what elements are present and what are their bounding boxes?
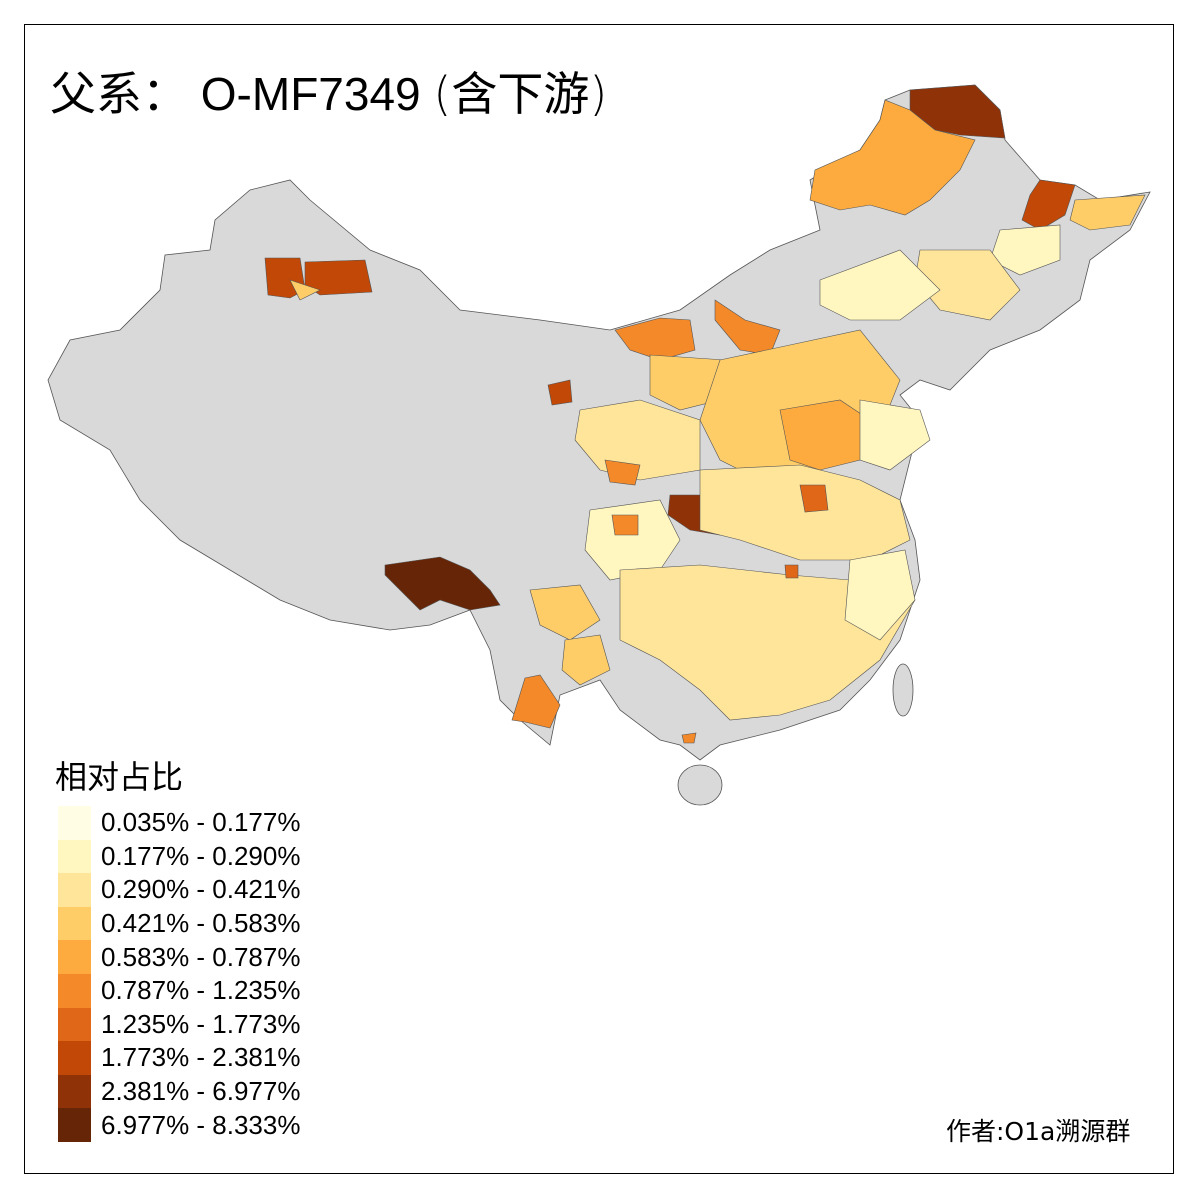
legend-label: 0.290% - 0.421% (101, 874, 301, 905)
legend-item: 0.290% - 0.421% (58, 873, 300, 907)
legend-swatch (58, 839, 91, 874)
region-hulunbuir (809, 99, 976, 216)
legend-label: 0.035% - 0.177% (101, 807, 301, 838)
region-gannan (604, 459, 641, 486)
legend-swatch (58, 940, 91, 974)
region-south-china (619, 559, 916, 721)
region-shandong (859, 399, 931, 471)
legend-label: 2.381% - 6.977% (101, 1076, 301, 1107)
region-karamay (289, 279, 321, 301)
legend-swatch (58, 873, 91, 907)
legend-label: 0.421% - 0.583% (101, 908, 301, 939)
title-haplogroup: O-MF7349 (200, 68, 421, 120)
taiwan-region (892, 663, 914, 717)
legend-label: 1.235% - 1.773% (101, 1008, 301, 1039)
legend-item: 2.381% - 6.977% (58, 1074, 301, 1109)
region-guangxi-spot (681, 732, 697, 744)
legend-swatch (58, 1108, 91, 1142)
region-east-heilongjiang (1069, 194, 1146, 231)
region-alxa (614, 317, 696, 361)
legend-label: 1.773% - 2.381% (101, 1042, 301, 1073)
legend-item: 6.977% - 8.333% (58, 1108, 300, 1142)
legend-item: 0.583% - 0.787% (58, 940, 300, 974)
legend-title: 相对占比 (55, 758, 184, 796)
title-prefix: 父系： (50, 67, 188, 121)
legend-item: 0.035% - 0.177% (58, 806, 300, 840)
legend-swatch (58, 1041, 91, 1075)
legend-item: 0.787% - 1.235% (58, 973, 301, 1008)
region-aba (611, 514, 639, 536)
legend-swatch (58, 806, 91, 840)
legend-label: 0.787% - 1.235% (101, 975, 301, 1006)
region-xishuangbanna (511, 674, 561, 729)
region-central-china (699, 464, 911, 561)
region-anhui-spots (799, 484, 829, 513)
title-suffix: (含下游) (433, 67, 608, 121)
region-shannan-tibet (384, 556, 501, 611)
legend-swatch (58, 1074, 91, 1109)
map-title: 父系： O-MF7349 (含下游) (50, 58, 607, 124)
legend-item: 1.235% - 1.773% (58, 1007, 301, 1042)
legend: 0.035% - 0.177% 0.177% - 0.290% 0.290% - 0… (58, 806, 300, 1142)
region-inner-mongolia-east (819, 249, 941, 321)
legend-item: 0.421% - 0.583% (58, 906, 301, 941)
region-yunnan-central (561, 634, 611, 686)
legend-label: 6.977% - 8.333% (101, 1109, 301, 1140)
legend-item: 0.177% - 0.290% (58, 839, 301, 874)
region-fujian (844, 549, 916, 641)
author-credit: 作者:O1a溯源群 (946, 1117, 1131, 1146)
legend-label: 0.177% - 0.290% (101, 840, 301, 871)
region-liangshan (529, 584, 601, 641)
legend-swatch (58, 1007, 91, 1042)
region-ezhou (784, 564, 799, 579)
legend-swatch (58, 973, 91, 1008)
colored-prefectures (264, 84, 1146, 744)
region-haixi (547, 379, 573, 406)
region-tacheng (304, 259, 373, 296)
legend-swatch (58, 906, 91, 941)
legend-label: 0.583% - 0.787% (101, 941, 301, 972)
legend-item: 1.773% - 2.381% (58, 1041, 300, 1075)
figure-frame (24, 24, 1174, 1174)
region-ningxia-gansu (649, 354, 726, 411)
hainan-region (677, 764, 723, 806)
